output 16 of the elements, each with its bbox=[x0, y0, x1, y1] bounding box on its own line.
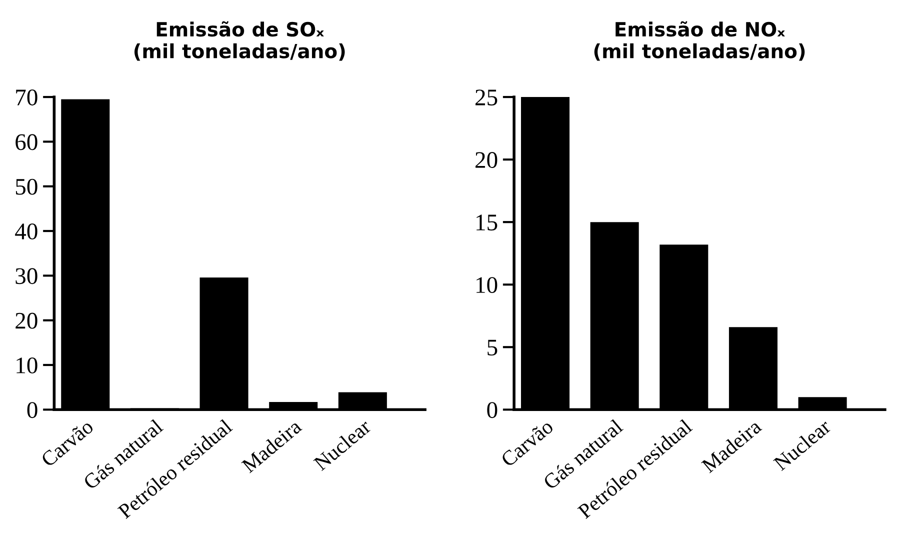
chart-title: Emissão de SOₓ (mil toneladas/ano) bbox=[134, 21, 345, 61]
y-tick-label: 15 bbox=[476, 214, 498, 230]
y-tick-label: 30 bbox=[16, 268, 38, 284]
chart-title: Emissão de NOₓ (mil toneladas/ano) bbox=[594, 21, 805, 61]
y-tick-label: 70 bbox=[16, 90, 38, 106]
y-tick-label: 10 bbox=[476, 277, 498, 294]
y-tick-label: 25 bbox=[476, 90, 498, 106]
y-tick-label: 20 bbox=[16, 312, 38, 329]
y-tick-label: 0 bbox=[27, 402, 38, 418]
y-tick-label: 60 bbox=[16, 134, 38, 150]
y-tick-label: 50 bbox=[16, 178, 38, 195]
y-tick-label: 0 bbox=[487, 402, 498, 418]
y-tick-label: 10 bbox=[16, 357, 38, 374]
y-tick-label: 5 bbox=[488, 340, 498, 356]
y-tick-label: 40 bbox=[15, 223, 38, 240]
y-tick-label: 20 bbox=[476, 152, 498, 168]
